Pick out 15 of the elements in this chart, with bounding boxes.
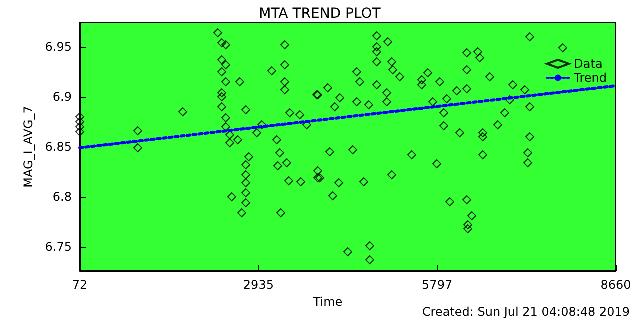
x-axis-title: Time bbox=[312, 294, 343, 309]
y-tick-label: 6.8 bbox=[52, 190, 72, 204]
legend-label: Data bbox=[574, 57, 603, 71]
y-tick-label: 6.85 bbox=[45, 140, 72, 154]
text: Created: Sun Jul 21 04:08:48 2019 bbox=[422, 305, 630, 319]
x-tick-label: 8660 bbox=[600, 278, 632, 292]
x-tick-label: 72 bbox=[72, 278, 88, 292]
x-tick-label: 5797 bbox=[422, 278, 453, 292]
y-tick-label: 6.95 bbox=[45, 40, 72, 54]
y-tick-label: 6.75 bbox=[45, 240, 72, 254]
y-axis-title: MAG_I_AVG_7 bbox=[21, 106, 36, 188]
y-tick-label: 6.9 bbox=[52, 90, 72, 104]
legend-label: Trend bbox=[573, 71, 607, 85]
chart-title: MTA TREND PLOT bbox=[259, 6, 382, 22]
x-tick-label: 2935 bbox=[243, 278, 274, 292]
